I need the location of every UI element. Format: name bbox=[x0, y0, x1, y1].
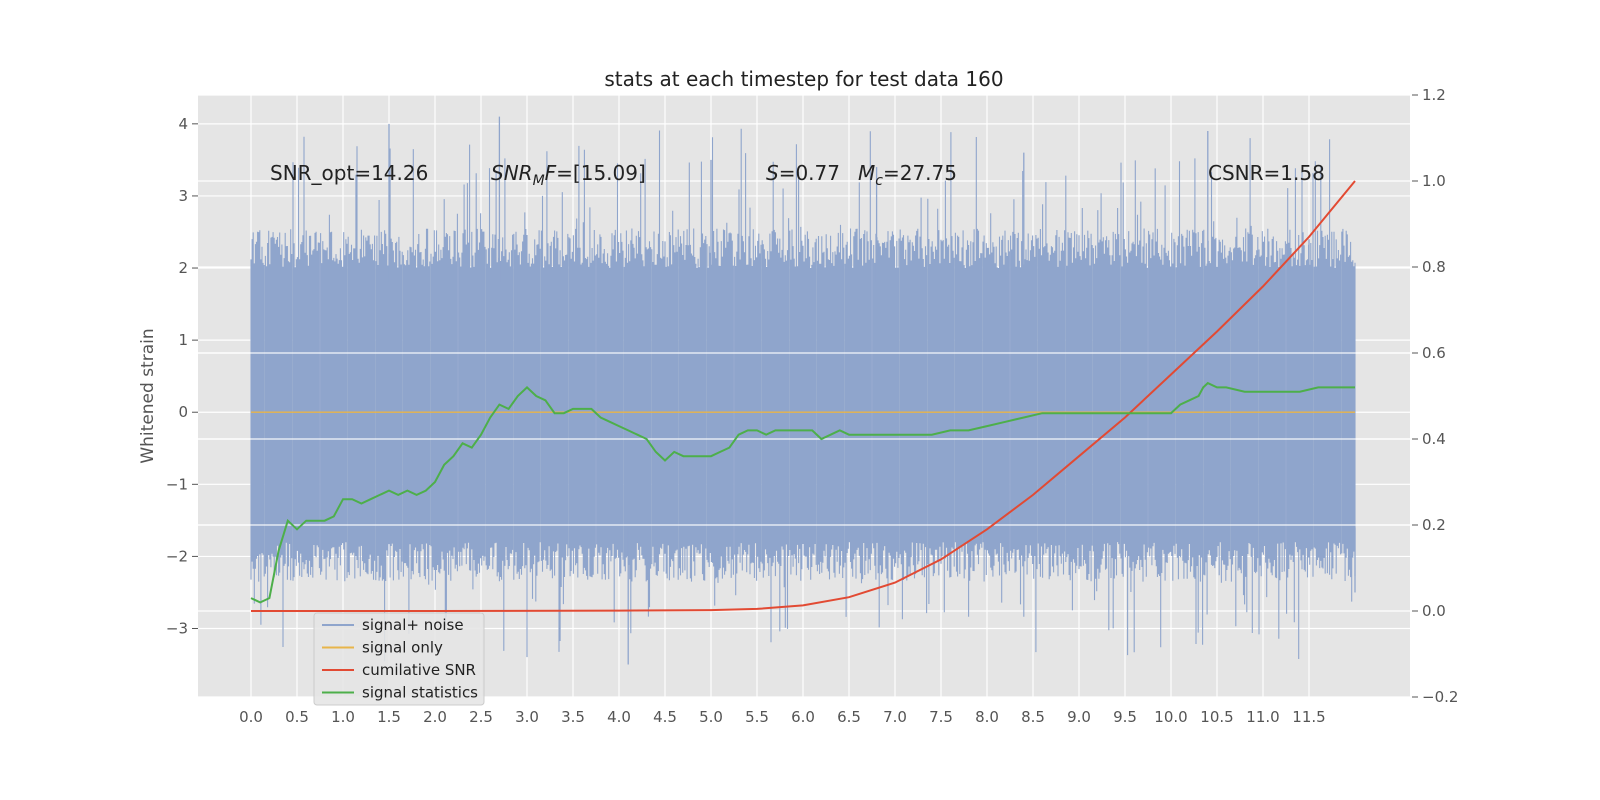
y-tick-label: −2 bbox=[166, 547, 188, 565]
legend-label: signal statistics bbox=[362, 684, 478, 702]
y-tick-label: 4 bbox=[178, 115, 188, 133]
annotation-s-value: =0.77 bbox=[779, 161, 840, 185]
annotation-mc-value: =27.75 bbox=[883, 161, 957, 185]
y-tick-label: 0 bbox=[178, 403, 188, 421]
x-tick-label: 5.0 bbox=[699, 708, 723, 726]
y2-tick-label: 0.2 bbox=[1422, 516, 1446, 534]
x-tick-label: 9.0 bbox=[1067, 708, 1091, 726]
annotation-csnr: CSNR=1.58 bbox=[1208, 161, 1325, 185]
axis-labels-group: 0.0 0.5 1.0 1.5 2.0 2.5 3.0 3.5 4.0 4.5 5.0 5.5 6.0 6… bbox=[166, 86, 1459, 726]
annotation-mc: Mc=27.75 bbox=[858, 161, 957, 189]
x-tick-label: 11.5 bbox=[1292, 708, 1325, 726]
y-tick-label: 1 bbox=[178, 331, 188, 349]
x-tick-label: 2.0 bbox=[423, 708, 447, 726]
x-tick-label: 2.5 bbox=[469, 708, 493, 726]
x-tick-label: 4.0 bbox=[607, 708, 631, 726]
x-tick-label: 1.5 bbox=[377, 708, 401, 726]
legend: signal+ noise signal only cumilative SNR si… bbox=[313, 612, 485, 706]
x-tick-label: 10.5 bbox=[1200, 708, 1233, 726]
annotation-s: S=0.77 bbox=[766, 161, 840, 185]
y2-tick-label: 0.0 bbox=[1422, 602, 1446, 620]
x-tick-label: 3.5 bbox=[561, 708, 585, 726]
legend-label: signal only bbox=[362, 639, 443, 657]
x-tick-label: 6.0 bbox=[791, 708, 815, 726]
y2-tick-label: −0.2 bbox=[1422, 688, 1458, 706]
x-tick-label: 0.0 bbox=[239, 708, 263, 726]
y-tick-label: −1 bbox=[166, 475, 188, 493]
y-tick-label: 2 bbox=[178, 259, 188, 277]
series-line-signal-statistics bbox=[250, 381, 1355, 604]
y2-tick-label: 1.2 bbox=[1422, 86, 1446, 104]
x-tick-label: 7.5 bbox=[929, 708, 953, 726]
y-tick-label: −3 bbox=[166, 620, 188, 638]
x-tick-label: 10.0 bbox=[1154, 708, 1187, 726]
x-tick-label: 4.5 bbox=[653, 708, 677, 726]
series-group bbox=[250, 180, 1356, 612]
annotation-snr-opt: SNR_opt=14.26 bbox=[270, 161, 428, 185]
x-tick-label: 6.5 bbox=[837, 708, 861, 726]
legend-label: signal+ noise bbox=[362, 616, 464, 634]
x-tick-label: 9.5 bbox=[1113, 708, 1137, 726]
annotation-snr-mf-value: =[15.09] bbox=[556, 161, 646, 185]
annotation-snr-mf: SNRMF=[15.09] bbox=[491, 161, 646, 189]
y-axis-label: Whitened strain bbox=[138, 328, 158, 463]
x-tick-label: 11.0 bbox=[1246, 708, 1279, 726]
y2-tick-label: 0.8 bbox=[1422, 258, 1446, 276]
series-line-cumilative-snr bbox=[251, 180, 1356, 612]
x-tick-label: 5.5 bbox=[745, 708, 769, 726]
y-tick-label: 3 bbox=[178, 187, 188, 205]
y2-tick-label: 0.4 bbox=[1422, 430, 1446, 448]
x-tick-label: 8.5 bbox=[1021, 708, 1045, 726]
legend-label: cumilative SNR bbox=[362, 661, 476, 679]
chart-title: stats at each timestep for test data 160 bbox=[604, 67, 1003, 91]
legend-box bbox=[313, 612, 485, 706]
y2-tick-label: 0.6 bbox=[1422, 344, 1446, 362]
x-tick-label: 8.0 bbox=[975, 708, 999, 726]
x-tick-label: 1.0 bbox=[331, 708, 355, 726]
x-tick-label: 0.5 bbox=[285, 708, 309, 726]
x-tick-label: 3.0 bbox=[515, 708, 539, 726]
x-tick-label: 7.0 bbox=[883, 708, 907, 726]
y2-tick-label: 1.0 bbox=[1422, 172, 1446, 190]
